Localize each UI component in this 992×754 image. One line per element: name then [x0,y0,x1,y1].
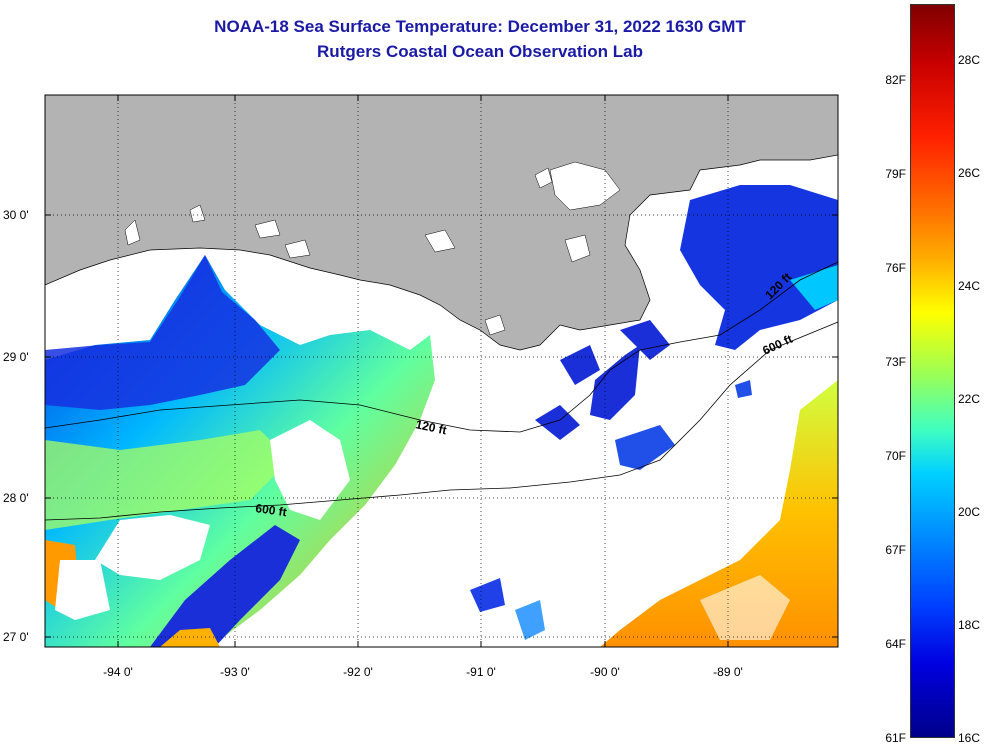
sst-mid-blue-1 [560,345,600,385]
lat-label-30: 30 0' [3,208,29,222]
color-scale-bar [910,4,955,738]
cbar-f-82: 82F [885,73,906,87]
cbar-f-64: 64F [885,637,906,651]
axis-ticks [45,95,838,647]
lake-9 [189,204,206,223]
sst-south-warm [160,628,220,647]
map-subtitle: Rutgers Coastal Ocean Observation Lab [317,42,643,61]
sst-mid-blue-4 [615,425,675,470]
sst-south-mid-cyan [515,600,545,640]
sst-west-blue-core [45,255,280,410]
lake-7 [534,167,553,189]
lat-label-27: 27 0' [3,630,29,644]
lat-label-28: 28 0' [3,491,29,505]
sst-mid-blue-2 [590,345,640,420]
sst-southeast-warm [600,380,838,647]
lake-4 [424,229,456,253]
cbar-c-28: 28C [958,53,981,67]
contour-label-600ft-west: 600 ft [255,501,288,519]
lake-2 [564,234,591,263]
lake-5 [124,219,141,246]
lake-3 [284,239,311,259]
lon-label-94: -94 0' [103,665,133,679]
sst-delta-cyan [790,265,838,310]
graticule [45,95,838,647]
sst-delta-blue [680,185,838,350]
cbar-f-79: 79F [885,167,906,181]
contour-120ft [44,261,839,433]
contour-label-120ft-west: 120 ft [414,417,448,437]
cbar-f-61: 61F [885,731,906,745]
sst-west-green [45,430,290,530]
lat-label-29: 29 0' [3,350,29,364]
lake-6 [254,219,281,239]
nodata-gap-3 [55,560,110,620]
cbar-c-26: 26C [958,166,981,180]
cbar-c-22: 22C [958,392,981,406]
lon-label-93: -93 0' [220,665,250,679]
lon-label-91: -91 0' [466,665,496,679]
lon-label-92: -92 0' [343,665,373,679]
sst-mid-blue-5 [620,320,670,360]
lake-8 [484,314,506,336]
cbar-c-16: 16C [958,731,981,745]
map-title: NOAA-18 Sea Surface Temperature: Decembe… [214,17,746,36]
cbar-c-20: 20C [958,505,981,519]
map-border [44,94,839,648]
lake-1 [549,161,621,211]
nodata-gap-1 [270,420,350,520]
cbar-c-24: 24C [958,279,981,293]
contour-600ft [44,321,839,521]
nodata-gap-2 [95,515,210,580]
land-gulf-coast [44,94,839,351]
cbar-f-67: 67F [885,543,906,557]
sst-south-streak [150,525,300,647]
nodata-se-gap [700,575,790,640]
sst-east-small [735,380,752,398]
cbar-c-18: 18C [958,618,981,632]
lon-label-90: -90 0' [590,665,620,679]
cbar-f-70: 70F [885,449,906,463]
lon-label-89: -89 0' [713,665,743,679]
cbar-f-76: 76F [885,261,906,275]
cbar-f-73: 73F [885,355,906,369]
sst-south-mid-blue [470,578,505,612]
sst-mid-blue-3 [535,405,580,440]
